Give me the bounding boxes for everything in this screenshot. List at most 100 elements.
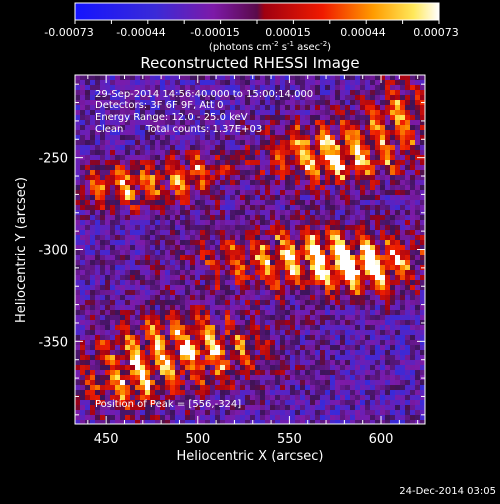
heatmap-cell	[250, 315, 255, 320]
heatmap-cell	[370, 260, 375, 265]
heatmap-cell	[295, 395, 300, 400]
heatmap-cell	[360, 350, 365, 355]
heatmap-cell	[395, 145, 400, 150]
heatmap-cell	[135, 380, 140, 385]
heatmap-cell	[290, 335, 295, 340]
heatmap-cell	[335, 175, 340, 180]
heatmap-cell	[100, 305, 105, 310]
heatmap-cell	[275, 125, 280, 130]
heatmap-cell	[110, 140, 115, 145]
heatmap-cell	[320, 265, 325, 270]
heatmap-cell	[190, 385, 195, 390]
heatmap-cell	[250, 240, 255, 245]
heatmap-cell	[370, 185, 375, 190]
heatmap-cell	[215, 385, 220, 390]
heatmap-cell	[125, 265, 130, 270]
heatmap-cell	[170, 155, 175, 160]
heatmap-cell	[130, 155, 135, 160]
heatmap-cell	[245, 395, 250, 400]
heatmap-cell	[370, 245, 375, 250]
heatmap-cell	[180, 80, 185, 85]
heatmap-cell	[290, 120, 295, 125]
heatmap-cell	[140, 415, 145, 420]
heatmap-cell	[210, 175, 215, 180]
heatmap-cell	[165, 215, 170, 220]
heatmap-cell	[420, 410, 425, 415]
heatmap-cell	[225, 415, 230, 420]
heatmap-cell	[85, 330, 90, 335]
heatmap-cell	[105, 345, 110, 350]
heatmap-cell	[75, 220, 80, 225]
heatmap-cell	[205, 185, 210, 190]
heatmap-cell	[420, 85, 425, 90]
heatmap-cell	[270, 260, 275, 265]
heatmap-cell	[325, 380, 330, 385]
heatmap-cell	[305, 250, 310, 255]
heatmap-cell	[280, 215, 285, 220]
heatmap-cell	[145, 235, 150, 240]
heatmap-cell	[330, 335, 335, 340]
heatmap-cell	[325, 340, 330, 345]
heatmap-cell	[415, 195, 420, 200]
heatmap-cell	[225, 140, 230, 145]
heatmap-cell	[245, 225, 250, 230]
heatmap-cell	[340, 185, 345, 190]
heatmap-cell	[135, 275, 140, 280]
heatmap-cell	[245, 160, 250, 165]
heatmap-cell	[405, 370, 410, 375]
heatmap-cell	[125, 140, 130, 145]
heatmap-cell	[385, 230, 390, 235]
heatmap-cell	[130, 375, 135, 380]
heatmap-cell	[145, 340, 150, 345]
heatmap-cell	[295, 130, 300, 135]
heatmap-cell	[255, 200, 260, 205]
heatmap-cell	[175, 290, 180, 295]
heatmap-cell	[195, 235, 200, 240]
heatmap-cell	[110, 205, 115, 210]
heatmap-cell	[185, 250, 190, 255]
heatmap-cell	[140, 135, 145, 140]
heatmap-cell	[405, 190, 410, 195]
heatmap-cell	[95, 245, 100, 250]
heatmap-cell	[350, 355, 355, 360]
heatmap-cell	[255, 150, 260, 155]
heatmap-cell	[385, 275, 390, 280]
heatmap-cell	[400, 315, 405, 320]
heatmap-cell	[380, 310, 385, 315]
heatmap-cell	[340, 155, 345, 160]
heatmap-cell	[330, 155, 335, 160]
heatmap-cell	[350, 360, 355, 365]
heatmap-cell	[325, 250, 330, 255]
heatmap-cell	[165, 385, 170, 390]
heatmap-cell	[120, 165, 125, 170]
heatmap-cell	[350, 325, 355, 330]
heatmap-cell	[285, 315, 290, 320]
heatmap-cell	[295, 185, 300, 190]
heatmap-cell	[145, 165, 150, 170]
heatmap-cell	[345, 115, 350, 120]
heatmap-cell	[245, 155, 250, 160]
heatmap-cell	[345, 405, 350, 410]
heatmap-cell	[350, 90, 355, 95]
heatmap-cell	[185, 335, 190, 340]
heatmap-cell	[355, 140, 360, 145]
heatmap-cell	[250, 400, 255, 405]
heatmap-cell	[375, 275, 380, 280]
heatmap-cell	[110, 310, 115, 315]
heatmap-cell	[280, 340, 285, 345]
heatmap-cell	[405, 375, 410, 380]
heatmap-cell	[110, 200, 115, 205]
heatmap-cell	[90, 80, 95, 85]
heatmap-cell	[380, 140, 385, 145]
heatmap-cell	[270, 250, 275, 255]
heatmap-cell	[270, 285, 275, 290]
heatmap-cell	[135, 185, 140, 190]
heatmap-cell	[245, 100, 250, 105]
heatmap-cell	[180, 330, 185, 335]
heatmap-cell	[120, 255, 125, 260]
heatmap-cell	[120, 160, 125, 165]
heatmap-cell	[335, 110, 340, 115]
heatmap-cell	[330, 105, 335, 110]
heatmap-cell	[150, 230, 155, 235]
heatmap-cell	[215, 325, 220, 330]
